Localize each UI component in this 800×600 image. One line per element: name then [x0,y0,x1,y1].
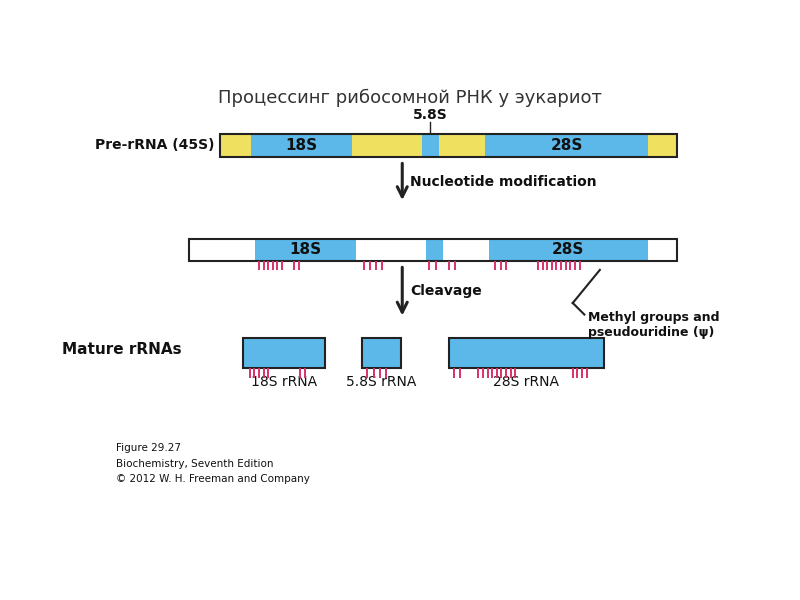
Bar [189,239,255,260]
Text: 18S: 18S [290,242,322,257]
Bar [648,134,678,157]
Bar [352,134,422,157]
Bar [485,134,648,157]
Bar [426,239,442,260]
Bar [251,134,352,157]
Text: 28S rRNA: 28S rRNA [494,376,559,389]
Text: Pre-rRNA (45S): Pre-rRNA (45S) [95,138,214,152]
Text: 5.8S rRNA: 5.8S rRNA [346,376,417,389]
Text: 18S: 18S [286,137,318,152]
Bar [489,239,648,260]
Text: Mature rRNAs: Mature rRNAs [62,341,182,356]
Text: Figure 29.27
Biochemistry, Seventh Edition
© 2012 W. H. Freeman and Company: Figure 29.27 Biochemistry, Seventh Editi… [115,443,310,484]
Bar [189,239,678,260]
Bar [356,239,426,260]
Text: 28S: 28S [552,242,584,257]
Bar [442,239,489,260]
Bar [220,134,251,157]
Text: Cleavage: Cleavage [410,284,482,298]
Text: Nucleotide modification: Nucleotide modification [410,175,597,189]
Bar [243,338,325,368]
Text: 18S rRNA: 18S rRNA [251,376,317,389]
Bar [255,239,356,260]
Bar [220,134,678,157]
Text: Methyl groups and
pseudouridine (ψ): Methyl groups and pseudouridine (ψ) [588,311,720,338]
Bar [648,239,678,260]
Text: 5.8S: 5.8S [413,108,447,122]
Bar [449,338,604,368]
Text: 28S: 28S [550,137,582,152]
Bar [422,134,438,157]
Bar [438,134,485,157]
Bar [362,338,401,368]
Text: Процессинг рибосомной РНК у эукариот: Процессинг рибосомной РНК у эукариот [218,89,602,107]
Bar [189,239,678,260]
Bar [220,134,678,157]
